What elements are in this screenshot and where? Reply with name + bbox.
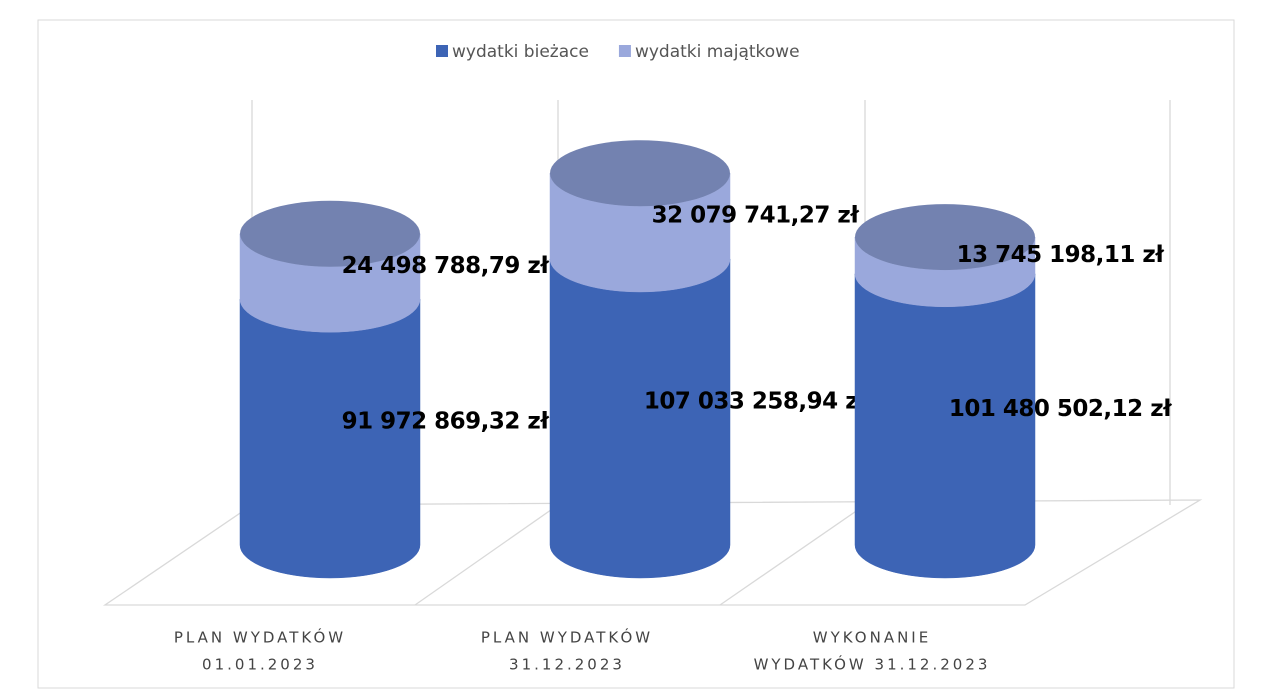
legend-swatch	[436, 45, 448, 57]
data-label: 107 033 258,94 zł	[644, 388, 867, 414]
cylinder-top	[855, 204, 1035, 271]
cylinder-top	[550, 140, 730, 207]
data-label: 101 480 502,12 zł	[949, 396, 1172, 422]
cylinder-segment	[239, 299, 421, 579]
cylinder-top	[240, 200, 420, 267]
x-tick-label: PLAN WYDATKÓW	[174, 628, 346, 647]
cylinder-segment	[854, 273, 1036, 579]
legend-label: wydatki bieżace	[452, 42, 589, 62]
legend-swatch	[618, 45, 631, 57]
data-label: 13 745 198,11 zł	[957, 242, 1165, 268]
cylinder-segment	[549, 258, 731, 579]
data-label: 24 498 788,79 zł	[342, 253, 550, 279]
cylinder-segment	[239, 233, 421, 333]
x-tick-label: PLAN WYDATKÓW	[481, 628, 653, 647]
x-tick-label: WYDATKÓW 31.12.2023	[754, 655, 991, 674]
data-label: 32 079 741,27 zł	[652, 203, 860, 229]
x-tick-label: WYKONANIE	[813, 629, 931, 647]
data-label: 91 972 869,32 zł	[342, 409, 550, 435]
x-tick-label: 31.12.2023	[509, 656, 625, 674]
legend-label: wydatki majątkowe	[635, 42, 800, 62]
x-tick-label: 01.01.2023	[202, 656, 318, 674]
